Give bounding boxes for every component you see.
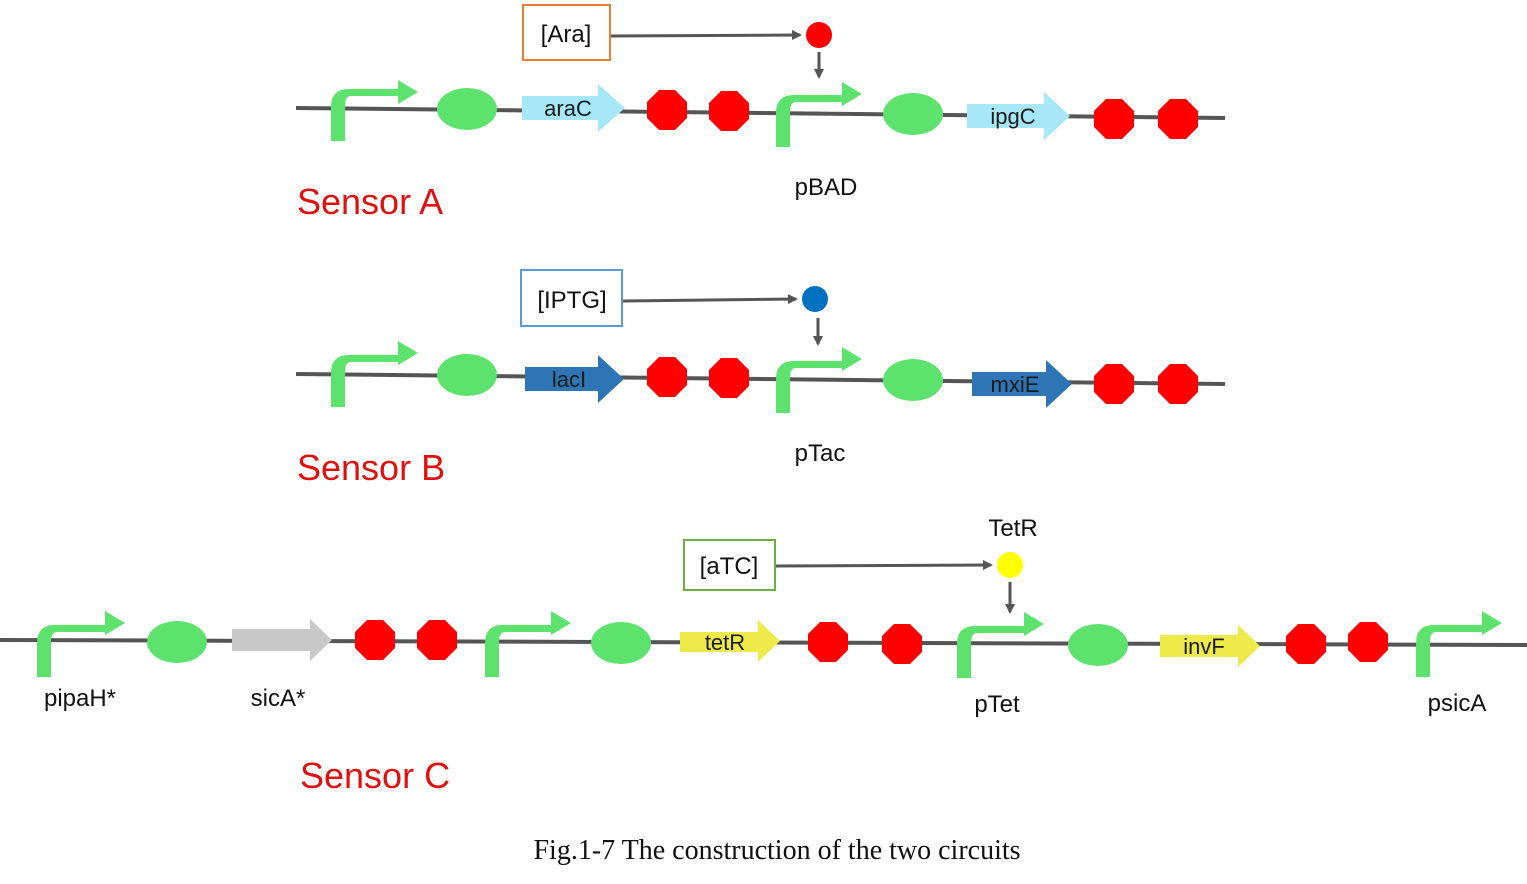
iptg-binding-arrow — [622, 294, 798, 305]
figure-caption: Fig.1-7 The construction of the two circ… — [533, 835, 1020, 866]
arabinose-molecule — [806, 22, 832, 48]
terminator-icon — [647, 357, 687, 397]
promoter-icon — [485, 611, 571, 677]
gene-arac-label: araC — [544, 96, 592, 121]
gene-ipgc: ipgC — [967, 92, 1070, 140]
gene-arac: araC — [522, 84, 625, 132]
psica-promoter-icon — [1416, 611, 1502, 677]
iptg-inducer-label: [IPTG] — [537, 287, 606, 314]
pipah-promoter-icon — [37, 611, 125, 677]
gene-mxie-label: mxiE — [991, 372, 1040, 397]
atc-inducer-box: [aTC] — [683, 539, 776, 591]
gene-arac-arrow — [522, 84, 625, 132]
sensor-c-circuit: pipaH* sicA* tetR pTet invF psicA [aTC] — [0, 515, 1527, 796]
iptg-inducer-border — [520, 269, 623, 327]
pipah-label: pipaH* — [44, 685, 116, 712]
promoter-icon — [331, 341, 418, 407]
ptet-label: pTet — [974, 691, 1020, 718]
ara-inducer-border — [522, 4, 611, 61]
rbs-icon — [883, 359, 943, 401]
terminator-icon — [355, 620, 395, 660]
tetr-molecule-label: TetR — [988, 515, 1037, 542]
terminator-icon — [1348, 622, 1388, 662]
gene-tetr-label: tetR — [705, 630, 745, 655]
promoter-icon — [331, 80, 418, 141]
psica-label: psicA — [1428, 690, 1487, 717]
rbs-icon — [1068, 624, 1128, 666]
gene-tetr-arrow — [680, 620, 780, 662]
rbs-icon — [883, 93, 943, 135]
pbad-label: pBAD — [795, 174, 858, 201]
terminator-icon — [1286, 624, 1326, 664]
sensor-a-title: Sensor A — [297, 181, 443, 222]
rbs-icon — [437, 354, 497, 396]
tetr-molecule — [997, 552, 1023, 578]
gene-sica-arrow — [232, 619, 332, 661]
iptg-molecule — [802, 286, 828, 312]
terminator-icon — [882, 624, 922, 664]
gene-ipgc-arrow — [967, 92, 1070, 140]
terminator-icon — [1094, 99, 1134, 139]
gene-invf-arrow — [1160, 625, 1260, 667]
atc-inducer-border — [683, 539, 776, 591]
terminator-icon — [808, 622, 848, 662]
ara-inducer-label: [Ara] — [541, 21, 592, 48]
terminator-icon — [1158, 99, 1198, 139]
terminator-icon — [709, 358, 749, 398]
gene-invf-label: invF — [1183, 634, 1225, 659]
ptet-promoter-icon — [957, 612, 1044, 678]
gene-tetr: tetR — [680, 620, 780, 662]
terminator-icon — [647, 90, 687, 130]
atc-inducer-label: [aTC] — [700, 553, 759, 580]
sensor-b-circuit: lacI pTac mxiE [IPTG] Sensor B — [295, 269, 1226, 488]
gene-invf: invF — [1160, 625, 1260, 667]
gene-laci-arrow — [525, 355, 624, 403]
atc-binding-arrow — [775, 560, 993, 571]
sensor-a-circuit: araC pBAD ipgC [Ara] Sensor A — [295, 4, 1226, 222]
gene-laci: lacI — [525, 355, 624, 403]
terminator-icon — [417, 620, 457, 660]
ptac-label: pTac — [795, 440, 846, 467]
gene-mxie-arrow — [972, 360, 1072, 408]
ara-binding-arrow — [610, 30, 802, 41]
rbs-icon — [437, 88, 497, 130]
gene-ipgc-label: ipgC — [990, 104, 1035, 129]
sensor-b-title: Sensor B — [297, 447, 445, 488]
terminator-icon — [709, 91, 749, 131]
terminator-icon — [1158, 364, 1198, 404]
ara-inducer-box: [Ara] — [522, 4, 611, 61]
rbs-icon — [147, 621, 207, 663]
iptg-inducer-box: [IPTG] — [520, 269, 623, 327]
dna-backbone — [295, 372, 1226, 386]
pbad-promoter-icon — [776, 82, 862, 147]
dna-backbone — [295, 106, 1226, 120]
gene-mxie: mxiE — [972, 360, 1072, 408]
gene-sica-label: sicA* — [251, 685, 306, 712]
rbs-icon — [591, 622, 651, 664]
gene-laci-label: lacI — [552, 367, 586, 392]
sensor-c-title: Sensor C — [300, 755, 450, 796]
terminator-icon — [1094, 364, 1134, 404]
ptac-promoter-icon — [776, 347, 862, 413]
